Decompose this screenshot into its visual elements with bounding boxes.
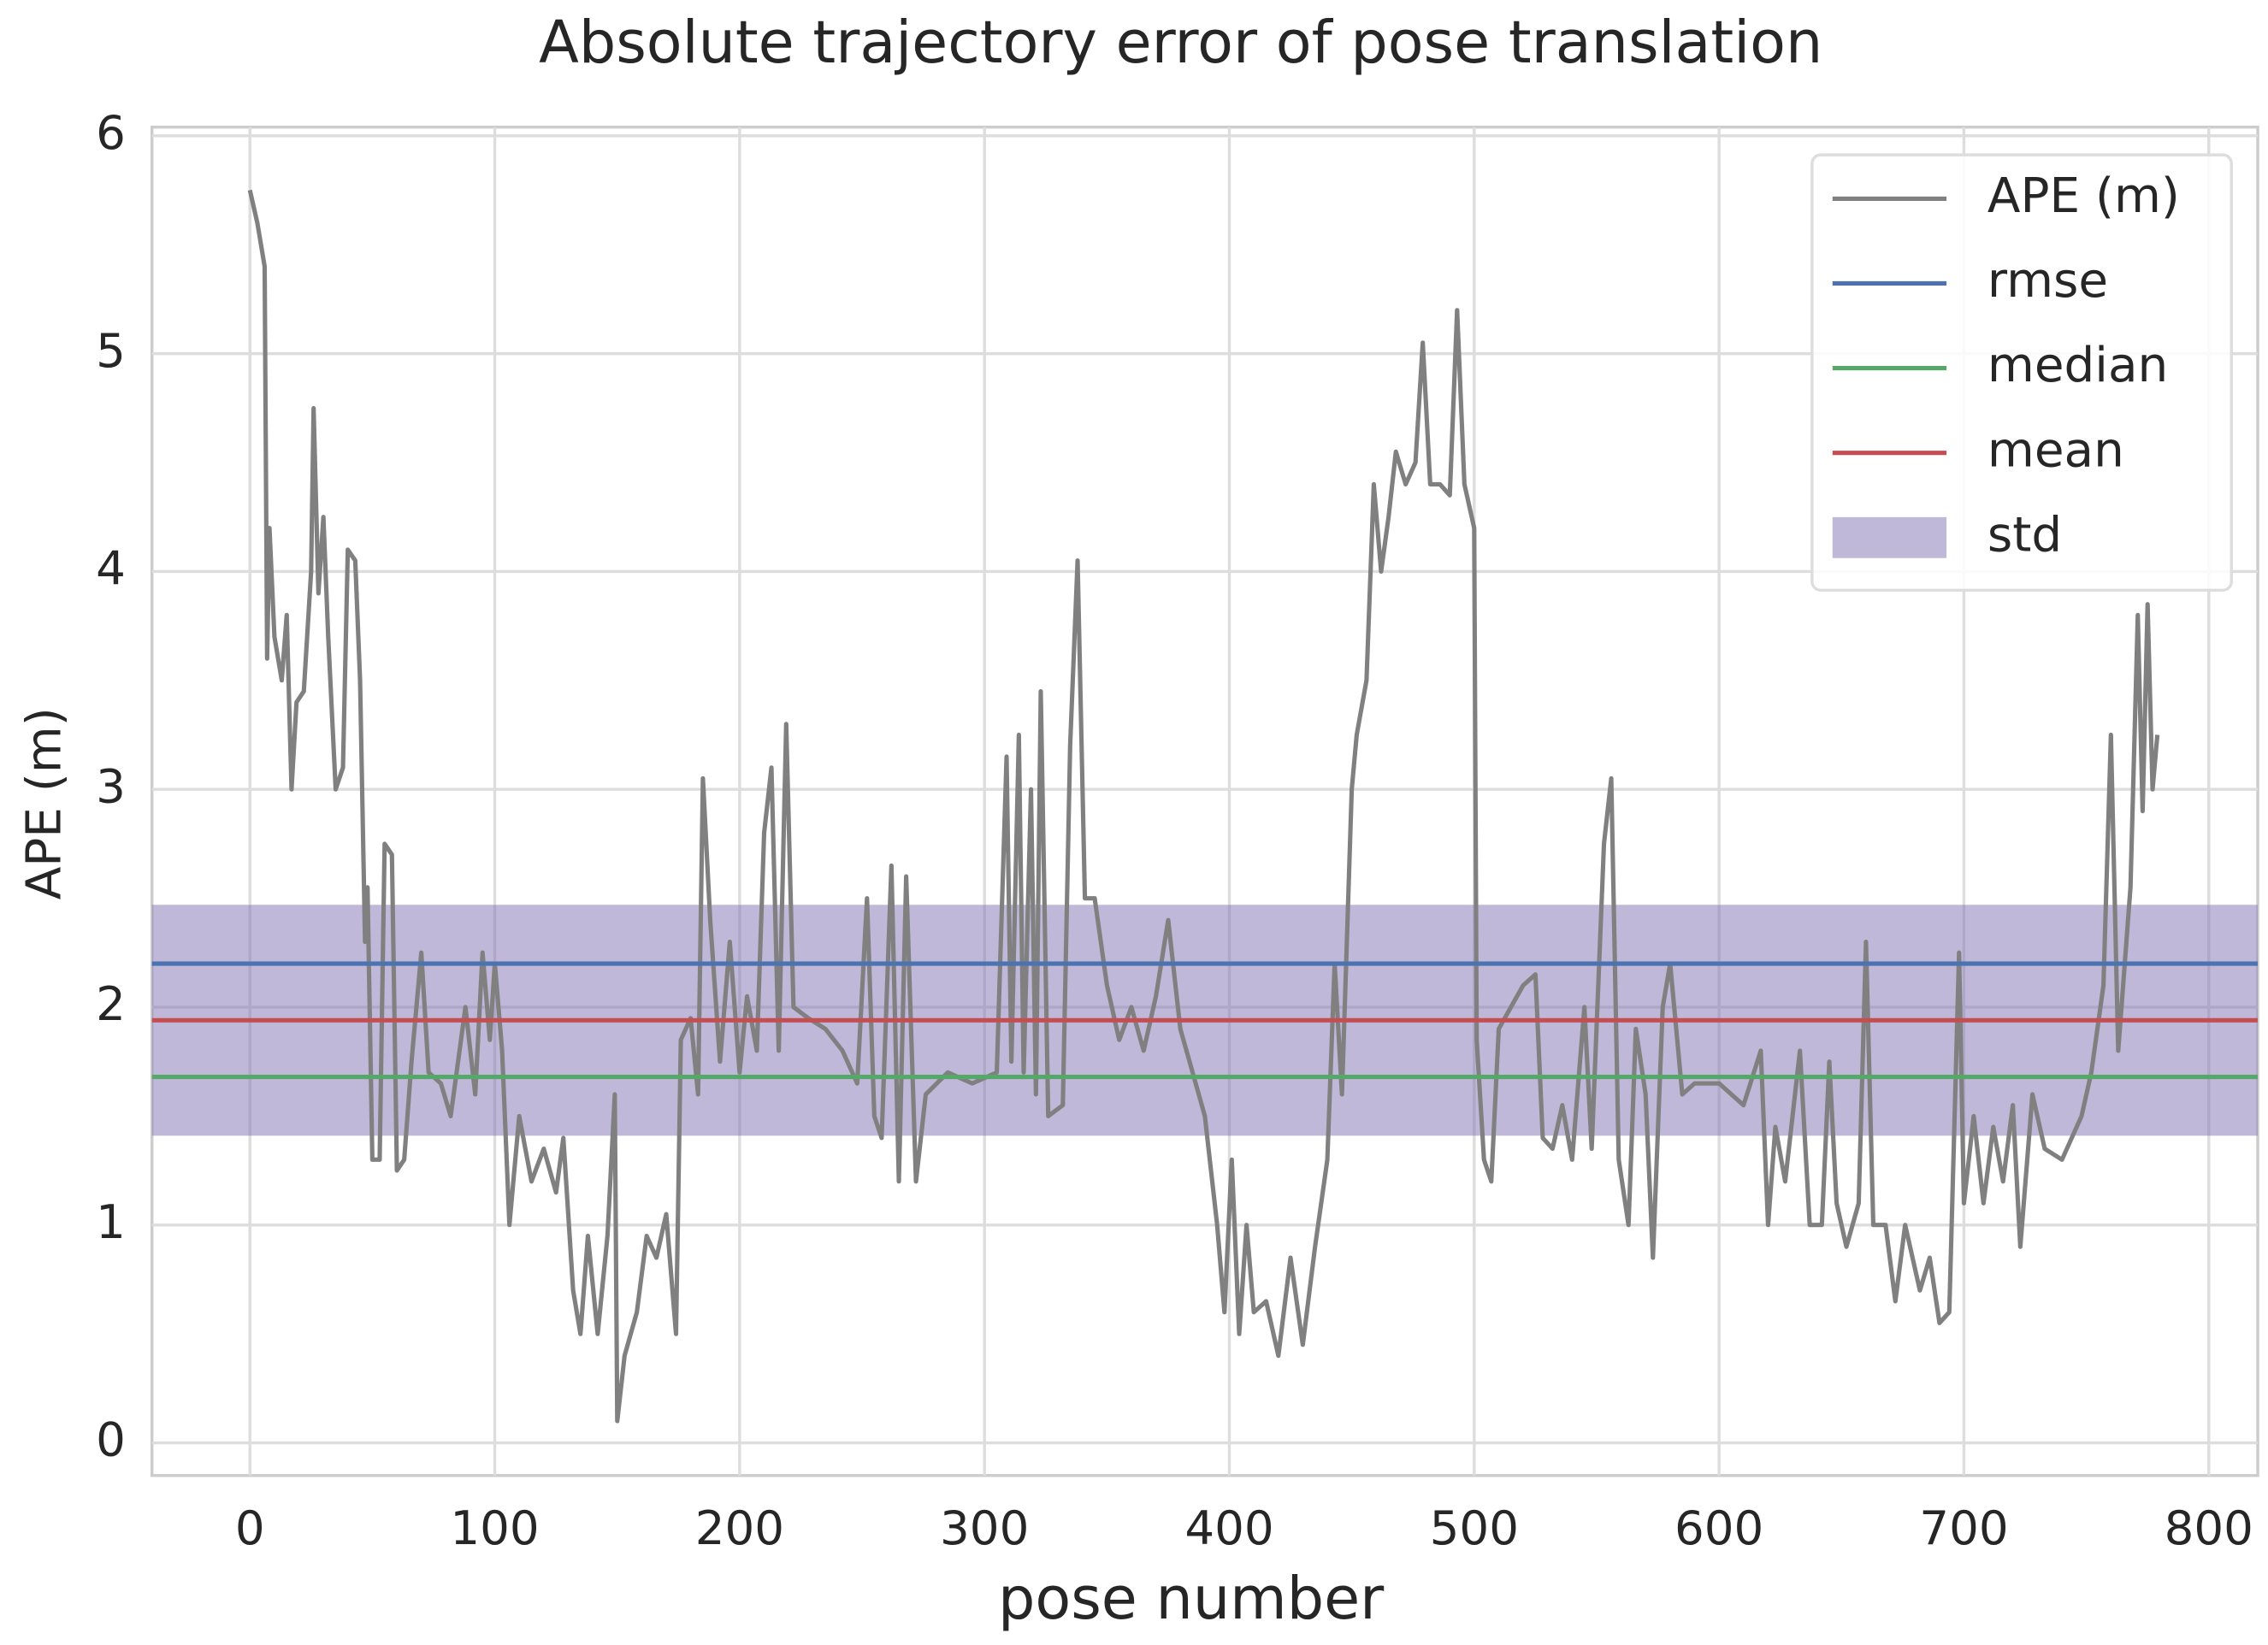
legend-swatch	[1832, 516, 1947, 558]
x-tick-label: 600	[1674, 1501, 1763, 1555]
data-line	[247, 189, 2160, 1424]
x-tick-label: 100	[450, 1501, 539, 1555]
chart-title: Absolute trajectory error of pose transl…	[539, 9, 1822, 77]
x-axis-label: pose number	[998, 1565, 1385, 1633]
y-tick-label: 1	[96, 1194, 126, 1249]
y-axis-label: APE (m)	[16, 707, 72, 899]
legend-box	[1810, 153, 2233, 593]
y-tick-label: 4	[96, 541, 126, 596]
y-tick-label: 6	[96, 105, 126, 160]
legend-label: APE (m)	[1987, 168, 2180, 224]
x-tick-label: 300	[940, 1501, 1029, 1555]
legend-label: median	[1987, 338, 2168, 393]
x-tick-label: 200	[695, 1501, 784, 1555]
y-tick-label: 5	[96, 323, 126, 378]
x-tick-label: 400	[1184, 1501, 1273, 1555]
plot-area: 0 1 2 3 4 5 6 0 100 200 300 400 500 600 700 800 APE (m) r…	[96, 105, 2259, 1555]
x-tick-label: 0	[235, 1501, 265, 1555]
y-tick-label: 0	[96, 1412, 126, 1467]
x-tick-label: 700	[1919, 1501, 2008, 1555]
y-tick-label: 2	[96, 976, 126, 1031]
y-tick-label: 3	[96, 758, 126, 813]
x-tick-label: 800	[2165, 1501, 2253, 1555]
x-tick-label: 500	[1430, 1501, 1519, 1555]
legend-label: mean	[1987, 422, 2124, 478]
legend-label: std	[1987, 507, 2062, 563]
legend-label: rmse	[1987, 253, 2108, 309]
